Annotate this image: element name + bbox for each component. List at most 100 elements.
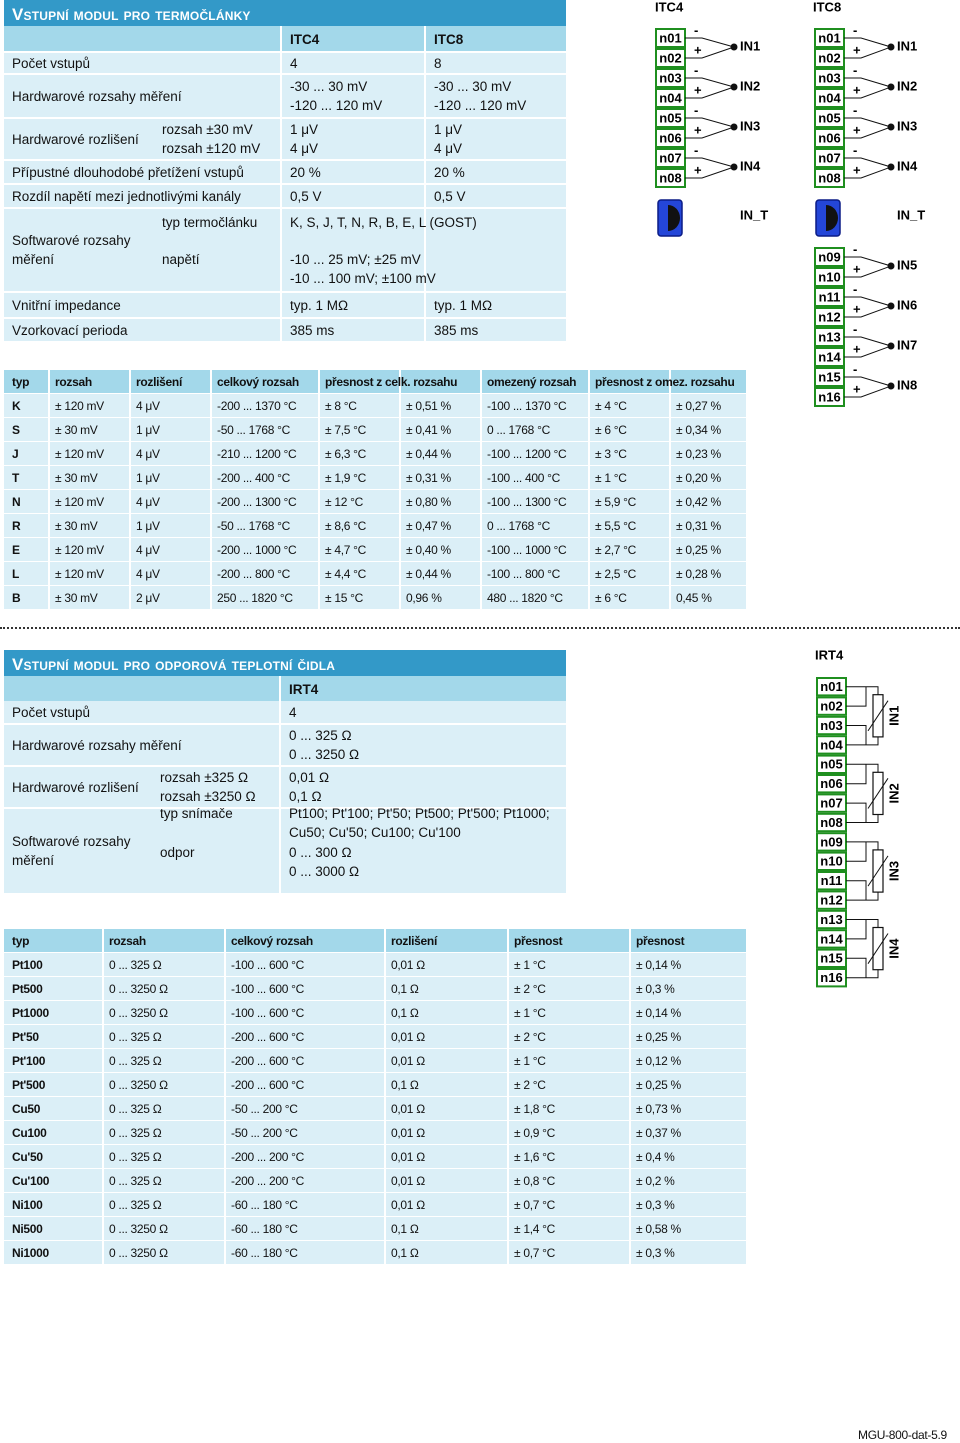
diagram-title: IRT4 xyxy=(815,647,844,662)
table-cell: ± 2 °C xyxy=(514,1029,546,1044)
table-cell: ± 2 °C xyxy=(514,1077,546,1092)
input-label: IN4 xyxy=(897,158,918,173)
terminal-label: n14 xyxy=(820,931,843,946)
table-cell: ± 0,7 °C xyxy=(514,1245,556,1260)
wire xyxy=(844,126,892,139)
terminal-label: n01 xyxy=(659,30,681,45)
table-cell: Ni100 xyxy=(12,1197,43,1212)
table-cell: -50 ... 200 °C xyxy=(231,1101,298,1116)
table-cell: ± 15 °C xyxy=(325,590,363,605)
row-label: Hardwarové rozsahy měření xyxy=(12,737,182,753)
table-cell: ± 2 °C xyxy=(514,981,546,996)
table-cell: 4 μV xyxy=(136,494,160,509)
terminal-label: n06 xyxy=(818,130,840,145)
table-header: rozsah xyxy=(109,933,146,948)
wire xyxy=(685,157,735,168)
table-cell: 4 μV xyxy=(136,566,160,581)
polarity-minus: - xyxy=(694,102,698,117)
sub-label: rozsah ±3250 Ω xyxy=(160,789,256,804)
table-cell: -200 ... 800 °C xyxy=(217,566,291,581)
table-cell: Pt100 xyxy=(12,957,43,972)
table-cell: ± 1 °C xyxy=(514,957,546,972)
column-border xyxy=(224,929,226,1265)
terminal-label: n16 xyxy=(818,389,840,404)
terminal-label: n06 xyxy=(820,776,842,791)
table-cell: -50 ... 200 °C xyxy=(231,1125,298,1140)
table-cell: 480 ... 1820 °C xyxy=(487,590,563,605)
polarity-minus: - xyxy=(694,22,698,37)
column-border xyxy=(102,929,104,1265)
table-row xyxy=(4,1193,746,1216)
table-cell: ± 0,34 % xyxy=(676,422,721,437)
table-header: celkový rozsah xyxy=(217,374,299,389)
input-label: IN2 xyxy=(897,78,917,93)
cell-value: 0 ... 300 Ω xyxy=(289,844,352,860)
table-cell: ± 0,41 % xyxy=(406,422,451,437)
spec-row xyxy=(4,119,566,159)
cell-value: Cu50; Cu'50; Cu100; Cu'100 xyxy=(289,825,461,840)
cell-value: 0 ... 325 Ω xyxy=(289,728,352,743)
input-label: IN3 xyxy=(886,861,901,881)
wire xyxy=(685,46,735,59)
polarity-plus: + xyxy=(853,42,861,57)
diagram-title: ITC4 xyxy=(655,0,684,14)
table-row xyxy=(4,1097,746,1120)
column-header: ITC4 xyxy=(290,31,320,47)
input-dot xyxy=(887,342,895,350)
row-label: měření xyxy=(12,252,55,267)
table-row xyxy=(4,538,746,561)
table-cell: 0 ... 3250 Ω xyxy=(109,1077,168,1092)
terminal-label: n03 xyxy=(818,70,840,85)
table-cell: Cu'100 xyxy=(12,1173,50,1188)
table-cell: ± 7,5 °C xyxy=(325,422,367,437)
table-cell: Ni1000 xyxy=(12,1245,49,1260)
input-label: IN2 xyxy=(740,78,760,93)
terminal-label: n15 xyxy=(820,951,842,966)
table-row xyxy=(4,586,746,609)
table-cell: -60 ... 180 °C xyxy=(231,1221,298,1236)
input-dot xyxy=(887,123,895,131)
cell-value: 4 μV xyxy=(290,141,319,156)
table-cell: ± 0,23 % xyxy=(676,446,721,461)
spec-row xyxy=(4,75,566,117)
table-cell: 0 ... 325 Ω xyxy=(109,1053,162,1068)
terminal-label: n04 xyxy=(820,737,843,752)
table-cell: Pt500 xyxy=(12,981,43,996)
cell-value: 20 % xyxy=(290,164,321,180)
input-label: IN6 xyxy=(897,297,917,312)
table-cell: -100 ... 1370 °C xyxy=(487,398,567,413)
wire xyxy=(844,376,892,387)
cell-value: -120 ... 120 mV xyxy=(290,98,383,113)
column-border xyxy=(129,370,131,610)
terminal-label: n02 xyxy=(820,699,842,714)
column-border xyxy=(480,370,482,610)
table-cell: 1 μV xyxy=(136,518,160,533)
polarity-plus: + xyxy=(853,162,861,177)
table-row xyxy=(4,1241,746,1264)
wire xyxy=(685,126,735,139)
sub-label: typ snímače xyxy=(160,806,233,821)
cell-value: 385 ms xyxy=(434,322,479,338)
table-cell: T xyxy=(12,470,20,485)
table-cell: ± 0,31 % xyxy=(406,470,451,485)
diagram-title: ITC8 xyxy=(813,0,841,14)
table-cell: ± 0,80 % xyxy=(406,494,451,509)
wire xyxy=(846,919,879,979)
resistor-variable xyxy=(867,855,889,887)
table-cell: 0,01 Ω xyxy=(391,1149,425,1164)
cell-value: 1 μV xyxy=(290,122,319,137)
sub-label: napětí xyxy=(162,252,200,267)
input-dot xyxy=(887,302,895,310)
column-border xyxy=(318,370,320,610)
table-cell: ± 1,8 °C xyxy=(514,1101,556,1116)
terminal-label: n09 xyxy=(820,834,842,849)
column-border xyxy=(507,929,509,1265)
table-cell: 0 ... 3250 Ω xyxy=(109,981,168,996)
sub-label: rozsah ±120 mV xyxy=(162,141,261,156)
input-dot xyxy=(730,83,738,91)
table-cell: Pt1000 xyxy=(12,1005,49,1020)
spec-row xyxy=(4,809,566,893)
table-cell: ± 0,3 % xyxy=(636,981,675,996)
table-cell: -210 ... 1200 °C xyxy=(217,446,297,461)
terminal-label: n05 xyxy=(820,757,842,772)
